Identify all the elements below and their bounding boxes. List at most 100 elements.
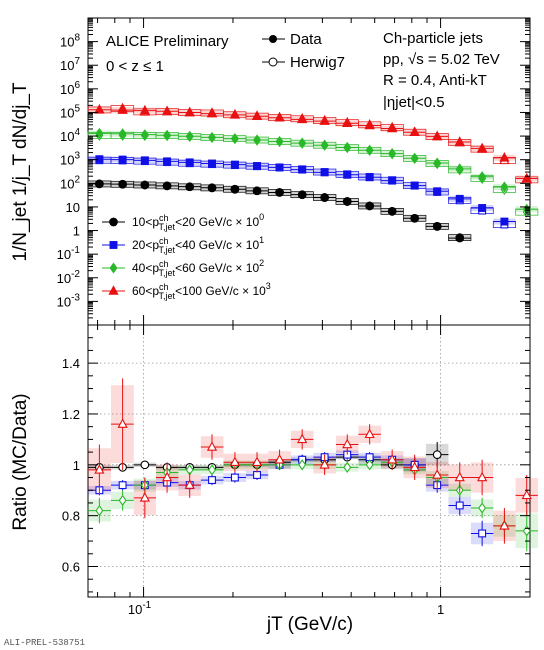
x-tick-label-0p1: 10-1 [128,600,152,617]
legend-mc-label: Herwig7 [290,54,345,71]
spectra-data-point-0-7 [252,186,262,196]
ratio-point-3-1 [117,418,128,428]
legend-label-1: 20<pch T,jet<40 GeV/c × 101 [132,235,264,255]
spectra-data-point-0-12 [365,201,375,211]
spectra-data-point-0-14 [410,213,420,223]
spectra-data-point-1-11 [343,170,352,179]
spectra-ytick-label-11: 108 [60,33,80,50]
ratio-point-2-17 [478,502,487,514]
ratio-point-2-1 [118,494,127,506]
spectra-data-point-2-3 [163,129,172,141]
ratio-point-0-2 [140,460,150,470]
spectra-data-point-0-4 [185,182,195,192]
spectra-data-point-1-10 [320,168,329,177]
spectra-data-point-1-18 [500,217,509,226]
spectra-data-point-0-8 [275,188,284,197]
spectra-data-point-0-1 [118,179,127,189]
ratio-point-3-0 [94,464,105,474]
spectra-ytick-label-8: 105 [60,103,80,120]
spectra-data-point-1-0 [95,155,104,164]
spectra-data-point-2-13 [388,148,397,160]
ratio-point-3-2 [139,492,150,502]
ratio-point-3-11 [342,438,353,449]
spectra-data-point-1-16 [455,194,464,203]
ratio-systematic-boxes [87,385,538,549]
legend-data-marker [269,35,277,43]
spectra-data-point-3-13 [387,122,398,133]
ratio-point-3-14 [409,461,420,472]
spectra-data-point-3-16 [454,136,465,146]
spectra-ytick-label-3: 1 [73,224,80,239]
data-mc-legend: Data Herwig7 [262,31,345,71]
spectra-data-point-1-1 [118,155,127,164]
spectra-data-point-2-9 [298,137,307,149]
legend-marker-2 [109,262,118,274]
experiment-label: ALICE Preliminary [106,33,229,50]
spectra-data-point-3-8 [274,111,285,122]
spectra-data-point-2-14 [410,152,419,164]
ratio-point-1-16 [455,501,464,510]
ratio-ytick-label-2: 1 [73,458,80,473]
x-axis-label: jT (GeV/c) [266,614,353,635]
spectra-data-point-3-2 [139,104,150,115]
z-range-label: 0 < z ≤ 1 [106,58,164,75]
spectra-data-point-0-5 [207,183,217,193]
spectra-data-point-3-17 [477,142,488,153]
legend-label-0: 10<pch T,jet<20 GeV/c × 100 [132,212,264,232]
spectra-data-point-2-12 [365,144,374,156]
ratio-point-2-12 [365,459,374,471]
spectra-ytick-label-1: 10-2 [57,269,81,286]
spectra-markers [87,102,538,243]
ratio-point-2-9 [298,459,307,471]
spectra-ytick-label-9: 106 [60,80,80,97]
spectra-data-point-1-17 [478,204,487,212]
x-tick-label-1: 1 [437,602,444,617]
spectra-y-axis-label: 1/N_jet 1/j_T dN/dj_T [10,82,31,262]
ratio-point-3-15 [432,469,443,479]
ratio-point-2-11 [343,461,352,473]
ratio-ytick-label-4: 1.4 [62,356,80,371]
spectra-data-point-1-5 [208,159,216,168]
ratio-point-3-19 [521,489,532,500]
ratio-point-3-3 [161,471,173,482]
spectra-data-point-0-6 [230,184,240,194]
spectra-ytick-label-0: 10-3 [57,292,81,309]
spectra-data-point-2-8 [275,135,284,148]
spectra-data-point-0-2 [140,180,150,190]
ratio-point-2-0 [95,505,104,517]
jet-type-label: Ch-particle jets [383,30,483,47]
spectra-data-point-3-11 [342,117,353,127]
tick-labels: 10-3 10-2 10-1 1 10 102 103 104 105 106 107 108 0.6 0… [57,33,445,617]
spectra-ytick-label-2: 10-1 [57,245,81,262]
spectra-data-point-3-12 [364,119,375,130]
series-legend: 10<pch T,jet<20 GeV/c × 100 20<pch T,jet<40… [102,212,271,301]
spectra-data-point-1-14 [410,181,419,190]
ratio-point-3-18 [499,520,510,530]
ratio-point-3-6 [229,456,241,467]
spectra-data-point-1-3 [163,157,172,166]
ratio-ytick-label-0: 0.6 [62,559,80,574]
spectra-data-point-0-16 [455,233,465,243]
spectra-data-point-3-14 [409,126,420,137]
spectra-data-point-1-15 [433,187,442,196]
spectra-data-point-2-11 [343,141,352,153]
spectra-data-point-3-6 [229,109,241,119]
ratio-point-3-12 [364,428,375,439]
spectra-data-point-3-3 [161,105,173,116]
spectra-data-point-3-19 [521,172,532,183]
spectra-ytick-label-4: 10 [66,200,80,215]
ratio-point-3-17 [477,471,488,482]
ratio-point-1-6 [230,473,239,482]
axes-ticks [88,18,531,597]
spectra-data-point-2-5 [208,131,216,143]
spectra-data-point-1-8 [275,163,284,172]
spectra-data-point-1-4 [185,158,194,167]
spectra-ytick-label-7: 104 [60,127,80,144]
ratio-ytick-label-1: 0.8 [62,509,80,524]
spectra-data-point-3-1 [117,104,128,114]
ratio-point-1-1 [118,481,127,490]
ratio-point-3-8 [274,453,285,464]
ratio-point-3-7 [251,456,263,467]
legend-marker-3 [108,285,119,295]
